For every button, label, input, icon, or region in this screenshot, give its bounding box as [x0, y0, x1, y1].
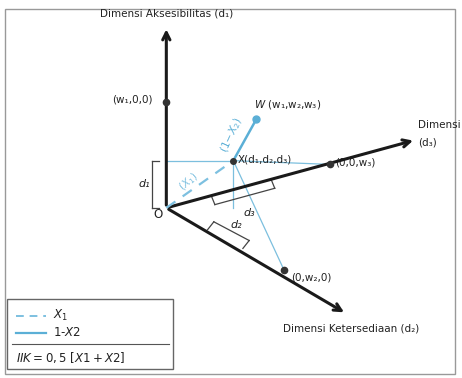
Text: Dimensi Aksesibilitas (d₁): Dimensi Aksesibilitas (d₁) [100, 9, 233, 19]
Text: $(1\!-\!X_2)$: $(1\!-\!X_2)$ [218, 116, 246, 155]
Text: $X_1$: $X_1$ [53, 308, 68, 323]
Text: $1$-$X2$: $1$-$X2$ [53, 326, 81, 339]
FancyBboxPatch shape [7, 299, 173, 369]
Text: $(X_1)$: $(X_1)$ [176, 170, 201, 194]
Text: d₁: d₁ [138, 179, 150, 189]
Text: (0,w₂,0): (0,w₂,0) [291, 272, 331, 282]
Text: $IIK = 0,5\ [X1 + X2]$: $IIK = 0,5\ [X1 + X2]$ [16, 350, 126, 365]
Text: d₃: d₃ [243, 208, 255, 218]
Text: d₂: d₂ [231, 220, 243, 230]
Text: (d₃): (d₃) [418, 138, 437, 148]
Text: X(d₁,d₂,d₃): X(d₁,d₂,d₃) [238, 155, 292, 164]
Text: $\mathit{W}$ (w₁,w₂,w₃): $\mathit{W}$ (w₁,w₂,w₃) [254, 98, 322, 111]
Text: (0,0,w₃): (0,0,w₃) [335, 158, 375, 167]
Text: (w₁,0,0): (w₁,0,0) [112, 94, 152, 104]
Text: O: O [153, 208, 163, 221]
Text: Dimensi Penggunaan: Dimensi Penggunaan [418, 121, 462, 130]
Text: Dimensi Ketersediaan (d₂): Dimensi Ketersediaan (d₂) [283, 323, 419, 333]
